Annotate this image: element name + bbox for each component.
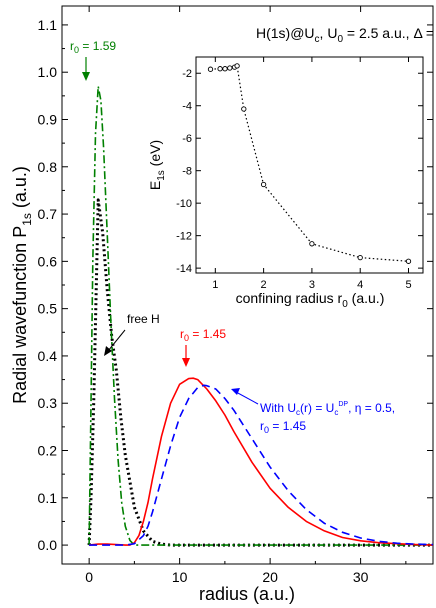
inset-series-group (207, 63, 412, 264)
inset-y-tick-label: -12 (176, 231, 192, 243)
inset-energy-point (207, 66, 214, 72)
main-y-tick-label: 0.7 (38, 206, 58, 222)
main-y-tick-label: 0.5 (38, 301, 58, 317)
inset-x-tick-label: 2 (261, 279, 267, 291)
inset-x-tick-label: 1 (212, 279, 218, 291)
inset-x-tick-label: 5 (405, 279, 411, 291)
main-x-tick-label: 20 (262, 569, 278, 585)
main-y-tick-label: 1.1 (38, 17, 58, 33)
annotation-r0-red-arrowhead (182, 358, 190, 367)
main-title: H(1s)@Uc, U0 = 2.5 a.u., Δ = 5 a.u. (256, 25, 436, 45)
main-y-axis-label: Radial wavefunction P1s (a.u.) (10, 166, 34, 404)
annotation-r0-red: r0 = 1.45 (180, 327, 226, 367)
main-y-tick-label: 0.8 (38, 159, 58, 175)
annotation-with-uc: With Uc(r) = UcDP, η = 0.5, r0 = 1.45 (231, 388, 395, 435)
main-series-group (87, 85, 434, 547)
main-y-tick-label: 0.2 (38, 443, 58, 459)
annotation-with-uc-line1: With Uc(r) = UcDP, η = 0.5, (260, 401, 395, 417)
annotation-free-h-arrowhead (104, 346, 112, 356)
annotation-r0-green: r0 = 1.59 (70, 39, 116, 81)
series-r0-1-59-line (88, 85, 433, 546)
annotation-with-uc-arrow (235, 391, 259, 405)
inset-y-tick-label: -14 (176, 263, 192, 275)
inset-x-tick-label: 3 (309, 279, 315, 291)
annotation-with-uc-arrowhead (231, 388, 240, 395)
main-x-axis-label: radius (a.u.) (199, 584, 295, 604)
inset-energy-point (217, 66, 223, 72)
inset-y-tick-label: -8 (182, 166, 192, 178)
inset-x-axis-label: confining radius r0 (a.u.) (236, 290, 385, 310)
annotation-r0-red-text: r0 = 1.45 (180, 327, 226, 343)
main-x-tick-label: 10 (172, 569, 188, 585)
annotation-free-h: free H (104, 312, 160, 356)
inset-x-tick-label: 4 (357, 279, 363, 291)
main-y-tick-label: 0.3 (38, 395, 58, 411)
inset-energy-point (309, 241, 315, 247)
main-y-tick-label: 0.4 (38, 348, 58, 364)
inset-energy-point (222, 66, 228, 72)
inset-ticks: 1 2 3 4 5 -2 -4 -6 -8 -10 -12 -14 (176, 57, 423, 291)
inset-y-tick-label: -6 (182, 133, 192, 145)
inset-y-tick-label: -10 (176, 198, 192, 210)
main-x-tick-label: 0 (85, 569, 93, 585)
inset-y-tick-label: -2 (182, 68, 192, 80)
annotation-r0-green-arrowhead (82, 72, 90, 81)
main-y-tick-label: 1.0 (38, 64, 58, 80)
main-y-tick-label: 0.0 (38, 537, 58, 553)
series-free-h-line (87, 198, 433, 547)
inset-energy-point (234, 63, 240, 69)
annotation-free-h-text: free H (127, 312, 160, 326)
inset-energy-point (405, 258, 412, 264)
main-ticks: 0 10 20 30 0.0 0.1 0.2 0.3 0.4 0.5 0.6 0.7 0.8 0.9 1.0… (38, 6, 433, 585)
inset-energy-point (260, 181, 267, 188)
main-x-tick-label: 30 (353, 569, 369, 585)
inset-energy-point (357, 254, 363, 261)
inset-y-tick-label: -4 (182, 101, 192, 113)
annotation-r0-green-text: r0 = 1.59 (70, 39, 116, 55)
annotation-with-uc-line2: r0 = 1.45 (260, 419, 306, 435)
annotation-free-h-arrow (107, 329, 126, 352)
main-y-tick-label: 0.1 (38, 490, 58, 506)
inset-energy-point (241, 106, 247, 112)
inset-y-axis-label: E1s (eV) (147, 140, 167, 190)
main-y-tick-label: 0.6 (38, 253, 58, 269)
inset-energy-point (227, 65, 233, 71)
main-y-tick-label: 0.9 (38, 111, 58, 127)
inset-plot-frame (195, 56, 424, 274)
